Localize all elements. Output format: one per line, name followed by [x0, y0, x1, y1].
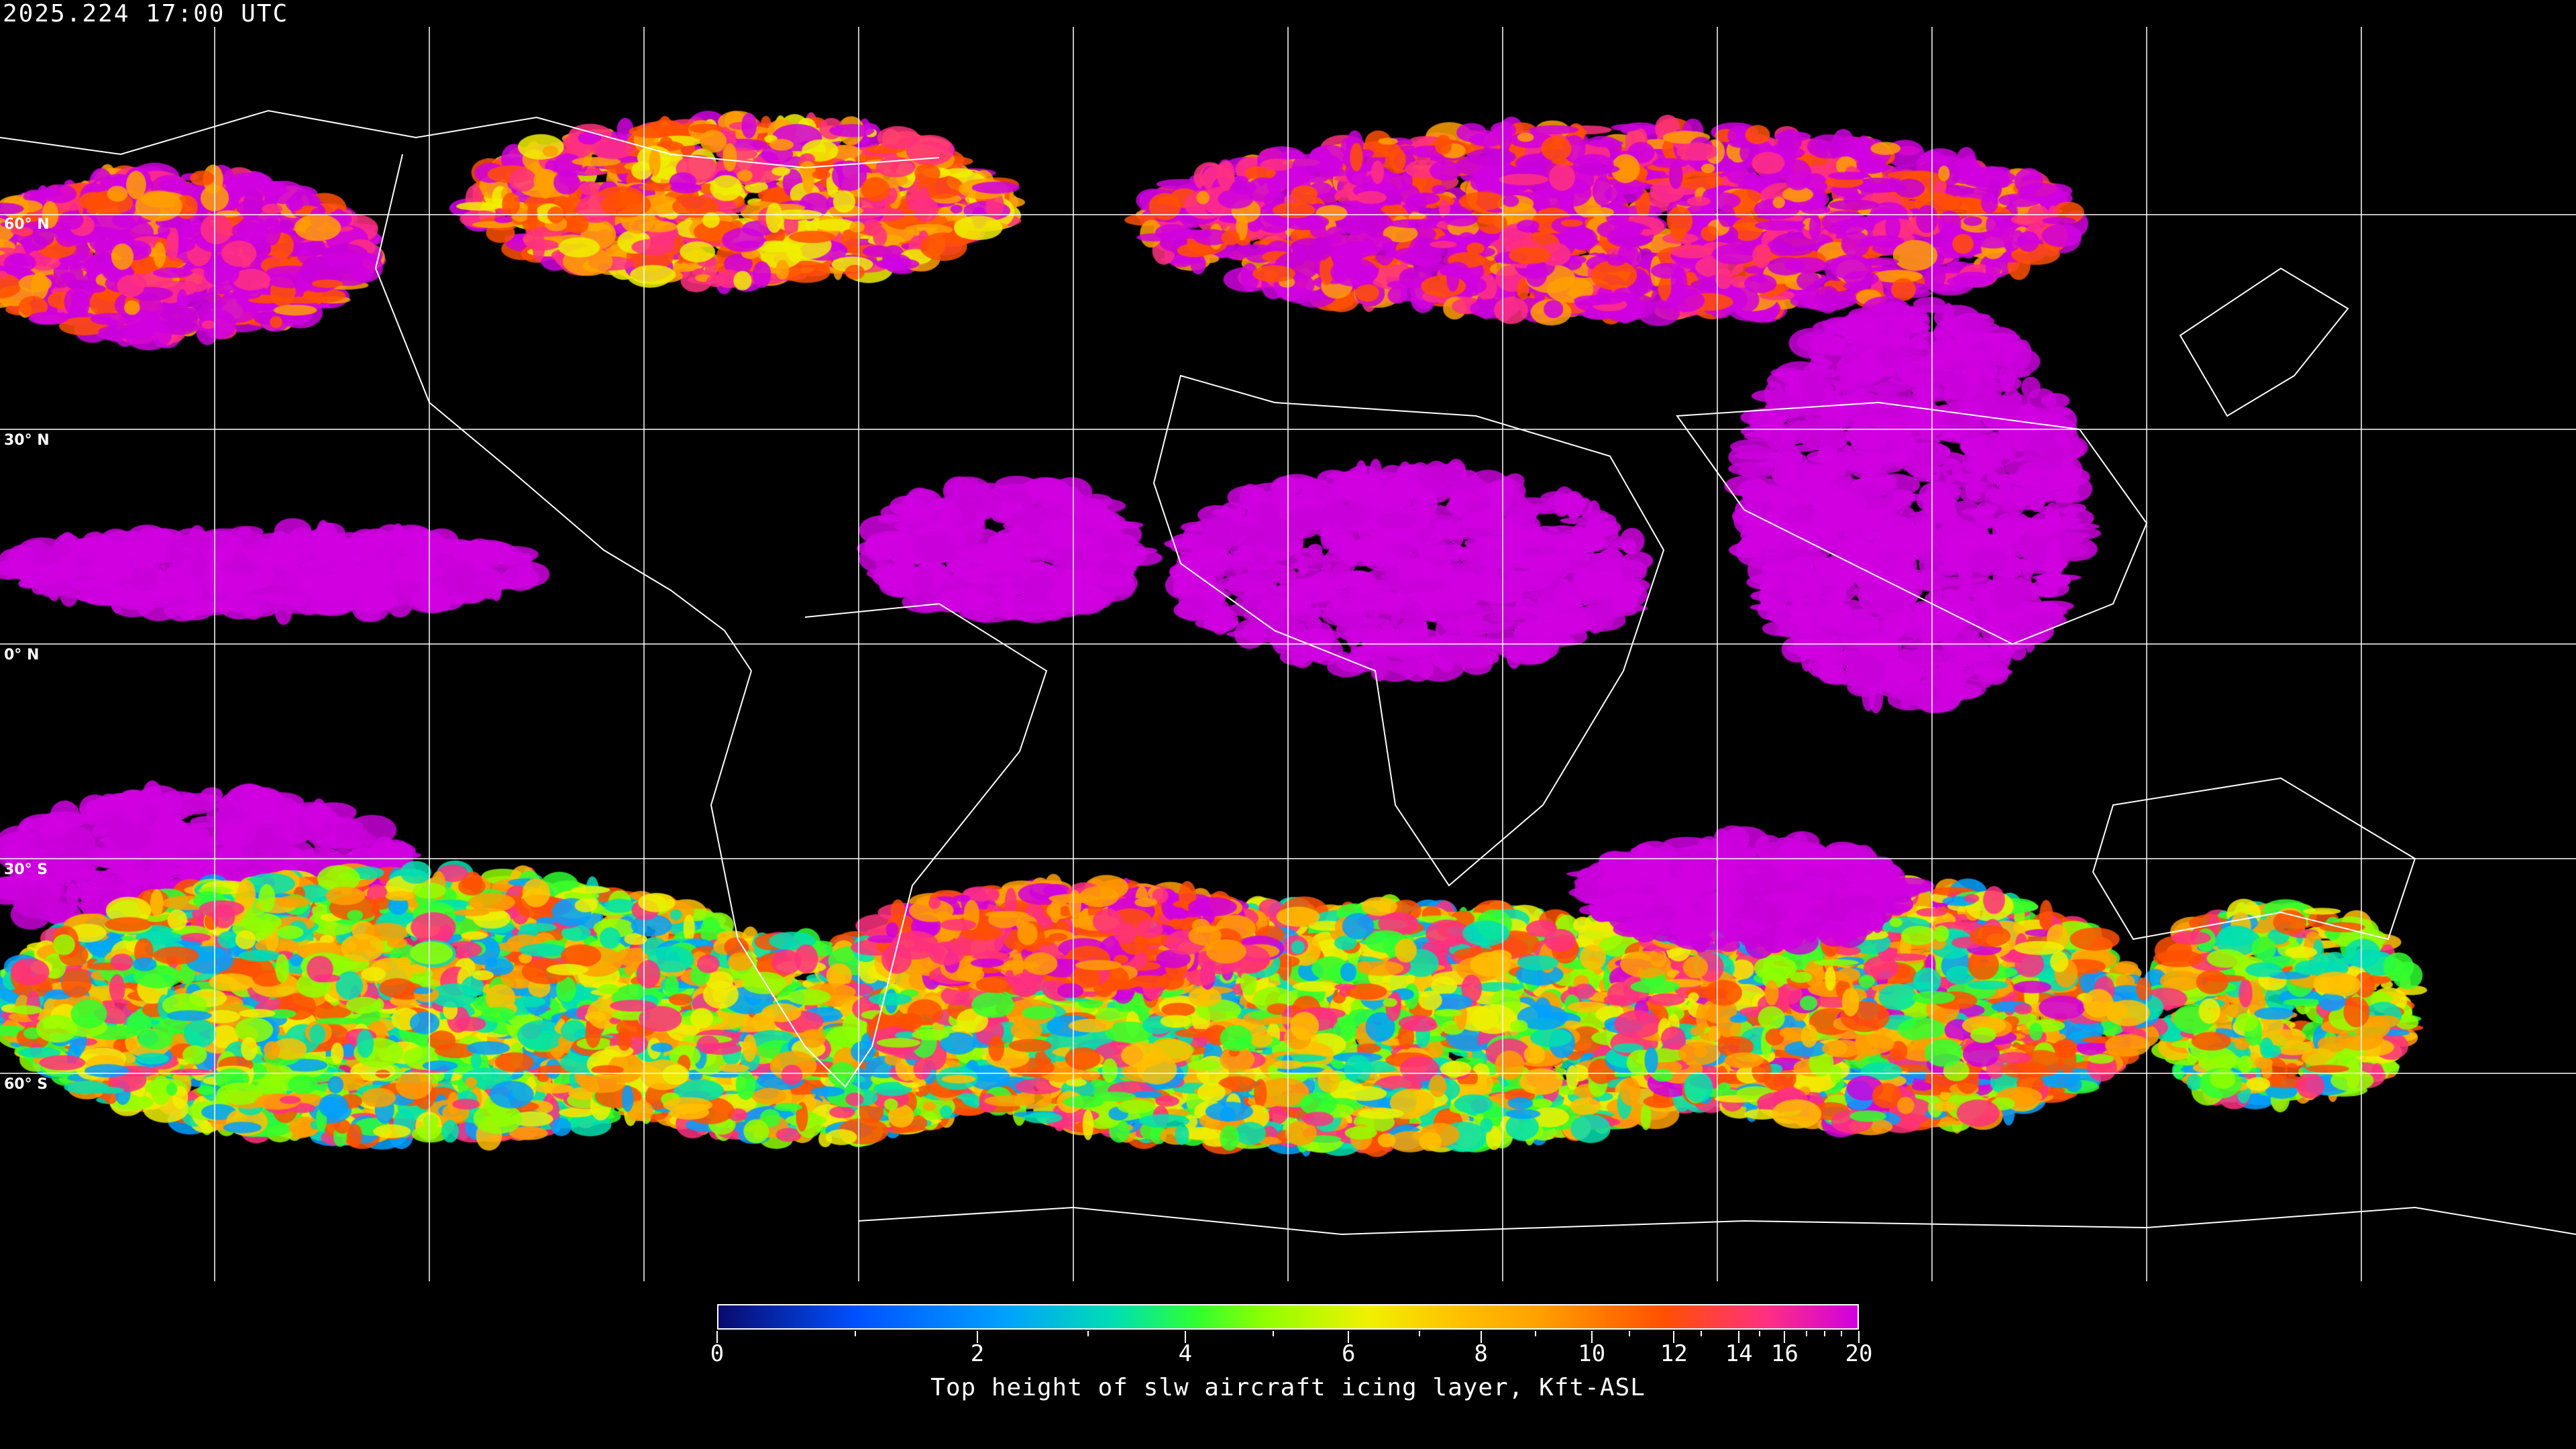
- coastline: [1152, 374, 1665, 887]
- colorbar-tick-label: 6: [1341, 1340, 1356, 1367]
- colorbar-tick-label: 12: [1660, 1340, 1688, 1367]
- colorbar-major-tick: [1348, 1331, 1350, 1343]
- colorbar-minor-tick: [1272, 1331, 1274, 1336]
- colorbar-minor-tick: [854, 1331, 856, 1336]
- colorbar-major-tick: [1673, 1331, 1675, 1343]
- lat-label-60n: 60° N: [4, 216, 50, 233]
- colorbar-tick-label: 4: [1178, 1340, 1193, 1367]
- lat-label-30s: 30° S: [4, 861, 48, 878]
- colorbar-minor-tick: [1628, 1331, 1630, 1336]
- colorbar-minor-tick: [1841, 1331, 1843, 1336]
- coastline: [1676, 401, 2148, 645]
- colorbar-major-tick: [977, 1331, 979, 1343]
- colorbar-major-tick: [1738, 1331, 1740, 1343]
- colorbar-tick-label: 20: [1845, 1340, 1873, 1367]
- colorbar-major-tick: [1591, 1331, 1593, 1343]
- colorbar-minor-tick: [1758, 1331, 1760, 1336]
- lat-label-0n: 0° N: [4, 647, 40, 663]
- colorbar-major-tick: [1858, 1331, 1860, 1343]
- coastline: [0, 109, 940, 169]
- coastline: [710, 602, 1048, 1088]
- coastline: [2179, 267, 2349, 417]
- coastline: [858, 1206, 2576, 1236]
- colorbar-major-tick: [716, 1331, 718, 1343]
- lat-label-60s: 60° S: [4, 1076, 48, 1093]
- timestamp-title: 2025.224 17:00 UTC: [3, 0, 289, 28]
- coastline: [2092, 777, 2416, 941]
- colorbar-minor-tick: [1418, 1331, 1420, 1336]
- icing-height-map: [0, 0, 2576, 1281]
- colorbar-minor-tick: [1701, 1331, 1703, 1336]
- colorbar-major-tick: [1784, 1331, 1786, 1343]
- colorbar-tick-label: 2: [970, 1340, 985, 1367]
- lat-label-30n: 30° N: [4, 432, 50, 449]
- colorbar-major-tick: [1480, 1331, 1482, 1343]
- graticule: [0, 27, 2576, 1281]
- colorbar-minor-tick: [1535, 1331, 1537, 1336]
- colorbar-title: Top height of slw aircraft icing layer, …: [930, 1374, 1646, 1401]
- colorbar-tick-label: 14: [1725, 1340, 1753, 1367]
- colorbar-minor-tick: [1823, 1331, 1825, 1336]
- colorbar-minor-tick: [1805, 1331, 1807, 1336]
- colorbar-tick-label: 8: [1474, 1340, 1488, 1367]
- colorbar-tick-label: 0: [710, 1340, 724, 1367]
- colorbar-tick-label: 10: [1578, 1340, 1606, 1367]
- colorbar: [717, 1304, 1859, 1330]
- colorbar-major-tick: [1184, 1331, 1186, 1343]
- colorbar-minor-tick: [1087, 1331, 1089, 1336]
- coastline: [374, 154, 752, 672]
- colorbar-tick-label: 16: [1770, 1340, 1799, 1367]
